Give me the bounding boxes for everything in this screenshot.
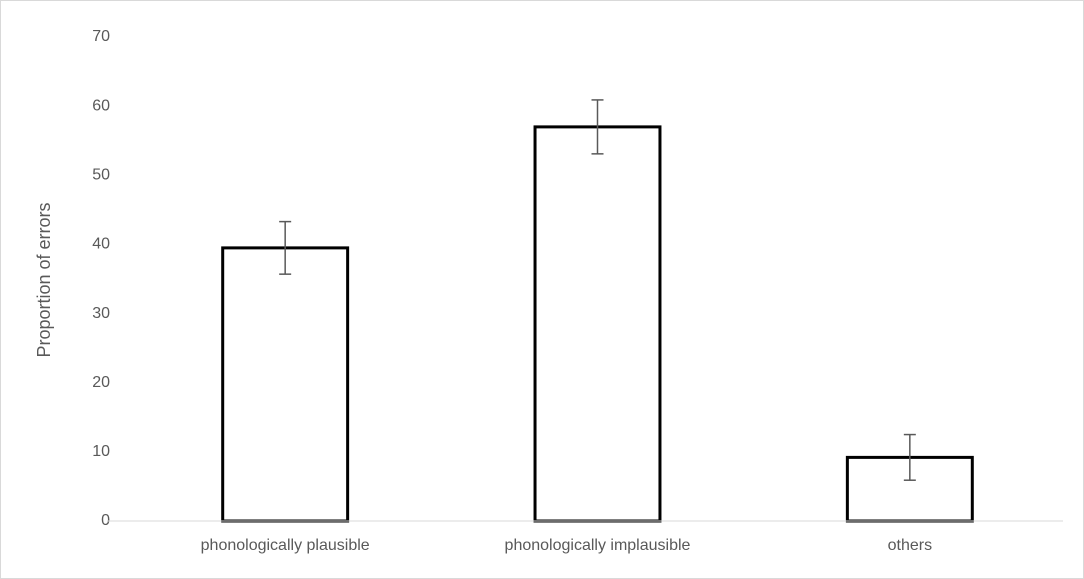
y-tick-label: 0 bbox=[101, 512, 110, 529]
x-tick-label: others bbox=[888, 537, 932, 554]
y-tick-label: 40 bbox=[92, 236, 110, 253]
y-tick-label: 20 bbox=[92, 374, 110, 391]
bar bbox=[221, 246, 350, 523]
x-tick-label: phonologically implausible bbox=[505, 537, 691, 554]
y-tick-label: 30 bbox=[92, 305, 110, 322]
y-tick-label: 70 bbox=[92, 28, 110, 45]
x-tick-label: phonologically plausible bbox=[201, 537, 370, 554]
y-tick-label: 10 bbox=[92, 443, 110, 460]
y-tick-label: 60 bbox=[92, 97, 110, 114]
y-tick-label: 50 bbox=[92, 167, 110, 184]
bar bbox=[533, 125, 662, 523]
y-axis-label: Proportion of errors bbox=[34, 202, 54, 357]
